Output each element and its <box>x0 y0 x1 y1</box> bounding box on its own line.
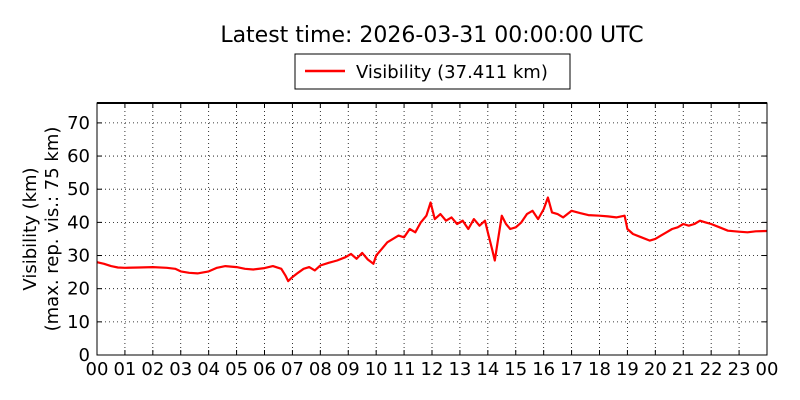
x-tick-label: 03 <box>169 359 192 380</box>
x-tick-label: 04 <box>197 359 220 380</box>
x-tick-label: 07 <box>281 359 304 380</box>
series-group <box>96 196 768 283</box>
x-tick-label: 22 <box>700 359 723 380</box>
y-tick-label: 10 <box>67 312 90 333</box>
x-tick-label: 14 <box>476 359 499 380</box>
x-tick-label: 12 <box>421 359 444 380</box>
x-tick-label: 08 <box>309 359 332 380</box>
x-tick-label: 11 <box>393 359 416 380</box>
x-tick-label: 10 <box>365 359 388 380</box>
x-tick-label: 16 <box>532 359 555 380</box>
x-tick-label: 15 <box>504 359 527 380</box>
x-tick-label: 19 <box>616 359 639 380</box>
y-tick-label: 70 <box>67 113 90 134</box>
y-axis-label-line2: (max. rep. vis.: 75 km) <box>42 127 63 332</box>
x-tick-label: 02 <box>141 359 164 380</box>
x-tick-label: 23 <box>728 359 751 380</box>
x-tick-label: 01 <box>113 359 136 380</box>
x-tick-label: 20 <box>644 359 667 380</box>
x-tick-label: 00 <box>86 359 109 380</box>
x-tick-label: 17 <box>560 359 583 380</box>
series-line-visibility <box>96 196 768 283</box>
y-axis-label-line1: Visibility (km) <box>20 167 41 290</box>
legend-entry: Visibility (37.411 km) <box>356 62 548 83</box>
y-axis: 0 10 20 30 40 50 60 70 <box>67 113 767 366</box>
x-tick-label: 21 <box>672 359 695 380</box>
y-tick-label: 0 <box>79 345 90 366</box>
x-tick-label: 09 <box>337 359 360 380</box>
chart-title: Latest time: 2026-03-31 00:00:00 UTC <box>220 23 643 48</box>
x-axis: 00 01 02 03 04 05 06 07 08 09 10 11 12 13 14 15 16 17 18 19… <box>86 103 779 380</box>
x-tick-label: 18 <box>588 359 611 380</box>
x-tick-label: 00 <box>756 359 779 380</box>
y-tick-label: 50 <box>67 179 90 200</box>
y-tick-label: 40 <box>67 212 90 233</box>
x-tick-label: 13 <box>448 359 471 380</box>
legend: Visibility (37.411 km) <box>294 53 571 90</box>
x-tick-label: 06 <box>253 359 276 380</box>
y-tick-label: 20 <box>67 279 90 300</box>
y-tick-label: 30 <box>67 246 90 267</box>
plot-area <box>97 103 767 355</box>
x-tick-label: 05 <box>225 359 248 380</box>
y-tick-label: 60 <box>67 146 90 167</box>
